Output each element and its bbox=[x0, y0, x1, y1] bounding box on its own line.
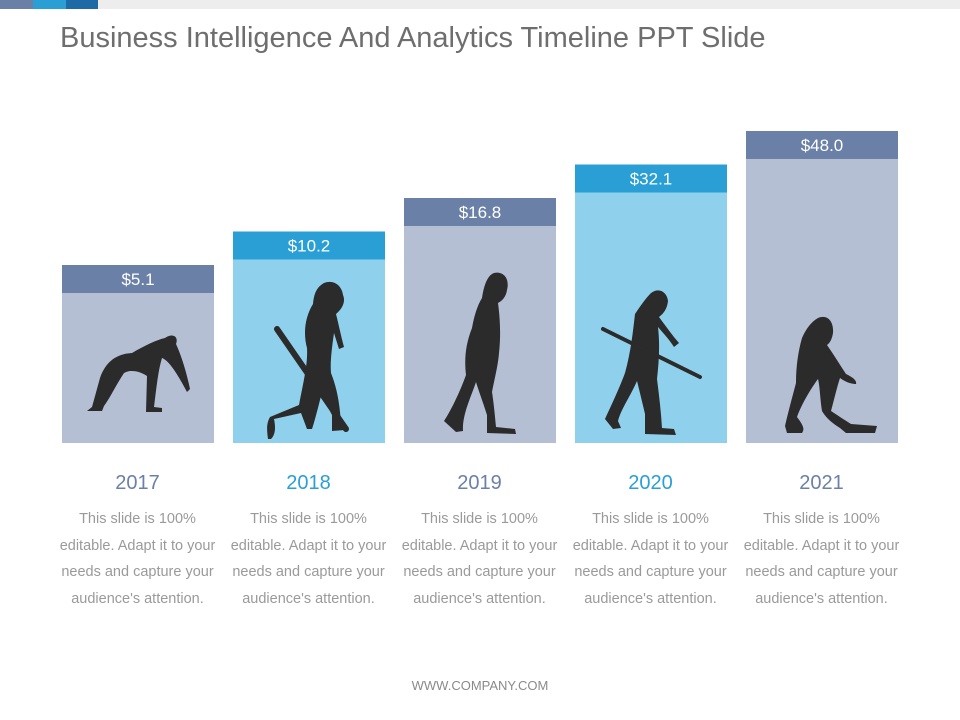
data-label: $32.1 bbox=[630, 170, 673, 189]
modern-human-silhouette-icon bbox=[785, 316, 877, 433]
accent-segment-slate bbox=[0, 0, 33, 9]
year-label: 2021 bbox=[799, 472, 844, 494]
early-human-silhouette-icon bbox=[444, 272, 516, 434]
human-with-spear-silhouette-icon bbox=[601, 290, 702, 435]
year-description: This slide is 100% editable. Adapt it to… bbox=[230, 511, 387, 607]
year-description: This slide is 100% editable. Adapt it to… bbox=[59, 511, 216, 607]
year-label: 2018 bbox=[286, 472, 331, 494]
data-label: $10.2 bbox=[288, 237, 331, 256]
bar-column-2021: $48.0 bbox=[746, 131, 898, 443]
year-column-2019: 2019 This slide is 100% editable. Adapt i… bbox=[394, 470, 565, 612]
slide-title: Business Intelligence And Analytics Time… bbox=[60, 22, 766, 54]
bar-label-header bbox=[404, 198, 556, 226]
year-label: 2019 bbox=[457, 472, 502, 494]
bar-column-2020: $32.1 bbox=[575, 164, 727, 443]
crouching-ape-silhouette-icon bbox=[87, 335, 190, 412]
bar-label-header bbox=[575, 164, 727, 193]
data-label: $5.1 bbox=[121, 270, 154, 289]
year-column-2021: 2021 This slide is 100% editable. Adapt i… bbox=[736, 470, 907, 612]
bar-column-2019: $16.8 bbox=[404, 198, 556, 443]
bar-label-header bbox=[233, 231, 385, 260]
year-label: 2017 bbox=[115, 472, 160, 494]
year-column-2020: 2020 This slide is 100% editable. Adapt i… bbox=[565, 470, 736, 612]
data-label: $16.8 bbox=[459, 203, 502, 222]
year-description: This slide is 100% editable. Adapt it to… bbox=[401, 511, 558, 607]
year-column-2018: 2018 This slide is 100% editable. Adapt i… bbox=[223, 470, 394, 612]
year-column-2017: 2017 This slide is 100% editable. Adapt i… bbox=[52, 470, 223, 612]
bar-label-header bbox=[62, 265, 214, 293]
footer-website: WWW.COMPANY.COM bbox=[411, 678, 549, 693]
accent-segment-dark-blue bbox=[66, 0, 98, 9]
bar-column-2017: $5.1 bbox=[62, 265, 214, 443]
year-description: This slide is 100% editable. Adapt it to… bbox=[743, 511, 900, 607]
accent-segment-blue bbox=[33, 0, 66, 9]
bar-column-2018: $10.2 bbox=[233, 231, 385, 443]
bar-label-header bbox=[746, 131, 898, 159]
walking-ape-with-stick-silhouette-icon bbox=[267, 281, 349, 439]
data-label: $48.0 bbox=[801, 136, 844, 155]
top-accent-bar bbox=[0, 0, 960, 9]
year-label: 2020 bbox=[628, 472, 673, 494]
year-description: This slide is 100% editable. Adapt it to… bbox=[572, 511, 729, 607]
